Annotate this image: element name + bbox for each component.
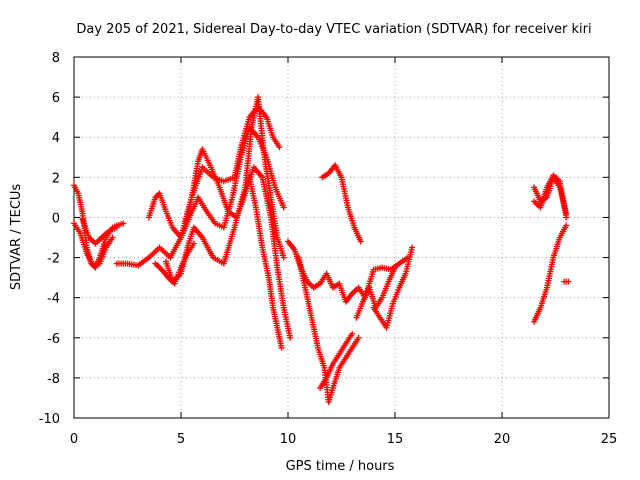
series-track-d bbox=[113, 104, 283, 269]
y-tick-label: 2 bbox=[52, 171, 60, 186]
series-track-s bbox=[561, 278, 572, 285]
data-point bbox=[355, 334, 362, 341]
y-tick-label: -6 bbox=[47, 332, 60, 347]
series-track-m bbox=[319, 162, 364, 245]
data-point bbox=[280, 254, 287, 261]
series-track-h bbox=[152, 240, 197, 287]
points-layer bbox=[71, 94, 572, 405]
data-point bbox=[392, 264, 398, 271]
data-point bbox=[409, 244, 416, 251]
series-track-q bbox=[531, 172, 570, 221]
y-tick-label: 4 bbox=[52, 131, 60, 146]
series-track-l bbox=[317, 330, 356, 391]
series-track-r bbox=[531, 222, 570, 325]
y-tick-label: 0 bbox=[52, 211, 60, 226]
data-point bbox=[190, 240, 197, 247]
data-point bbox=[278, 344, 285, 351]
series-track-o bbox=[353, 264, 398, 321]
y-tick-label: 8 bbox=[52, 51, 60, 66]
data-point bbox=[280, 204, 287, 211]
x-axis-label: GPS time / hours bbox=[286, 459, 395, 474]
y-axis-label: SDTVAR / TECUs bbox=[9, 184, 24, 291]
y-tick-label: -10 bbox=[39, 412, 60, 427]
series-track-b bbox=[71, 220, 116, 269]
data-point bbox=[563, 222, 570, 229]
x-tick-label: 0 bbox=[70, 432, 78, 447]
data-point bbox=[120, 220, 127, 227]
data-point bbox=[287, 334, 294, 341]
data-point bbox=[113, 224, 120, 231]
x-tick-label: 15 bbox=[387, 432, 404, 447]
x-tick-label: 10 bbox=[280, 432, 297, 447]
series-track-c bbox=[79, 216, 120, 247]
plot-frame bbox=[73, 56, 610, 419]
data-point bbox=[349, 330, 356, 337]
x-tick-label: 5 bbox=[177, 432, 185, 447]
tick-label-layer: 0 5 10 15 20 25 -10 -8 -6 -4 -2 0 2 4 6 8 bbox=[39, 51, 618, 447]
y-tick-label: 6 bbox=[52, 91, 60, 106]
data-point bbox=[565, 278, 572, 285]
data-point bbox=[276, 144, 283, 151]
data-point bbox=[109, 234, 116, 241]
series-track-f bbox=[163, 94, 287, 285]
chart-title: Day 205 of 2021, Sidereal Day-to-day VTE… bbox=[76, 22, 591, 37]
series-track-g bbox=[182, 146, 294, 341]
series-track-i bbox=[246, 174, 285, 351]
x-tick-label: 25 bbox=[601, 432, 618, 447]
y-tick-label: -2 bbox=[47, 252, 60, 267]
x-tick-label: 20 bbox=[494, 432, 511, 447]
series-track-e bbox=[145, 124, 287, 241]
data-point bbox=[563, 214, 570, 221]
y-tick-label: -4 bbox=[47, 292, 60, 307]
data-point bbox=[357, 238, 364, 245]
y-tick-label: -8 bbox=[47, 372, 60, 387]
series-track-n bbox=[370, 244, 416, 331]
